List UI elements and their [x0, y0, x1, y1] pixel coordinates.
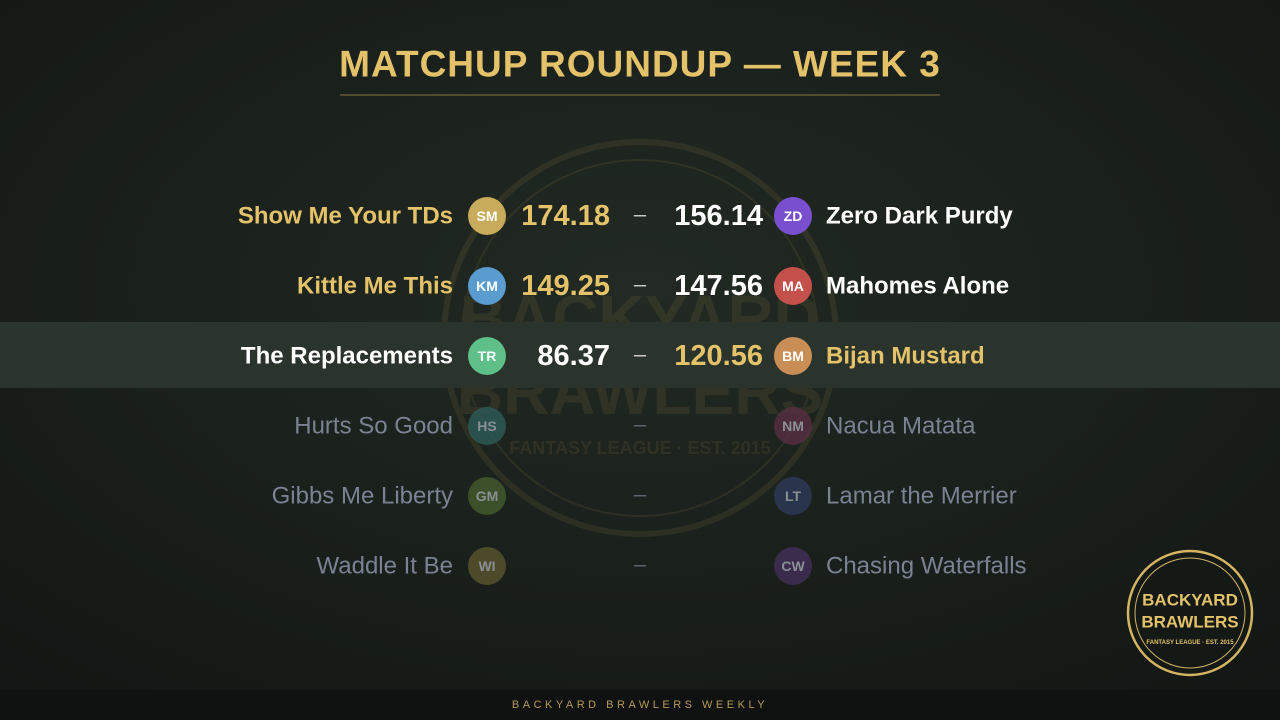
score-separator: –	[634, 342, 647, 367]
matchup-row: Gibbs Me Liberty GM Lamar the Merrier LT –	[272, 477, 1017, 515]
team-initials: MA	[782, 278, 804, 294]
team-name: Gibbs Me Liberty	[272, 483, 453, 510]
team-initials: ZD	[784, 208, 803, 224]
team-avatar	[468, 197, 506, 235]
matchup-row: Show Me Your TDs SM 174.18 Zero Dark Purdy Z…	[238, 197, 1013, 235]
team-initials: KM	[476, 278, 498, 294]
team-score: 149.25	[521, 270, 610, 302]
team-name: Waddle It Be	[316, 553, 453, 580]
team-avatar	[468, 547, 506, 585]
team-name: Nacua Matata	[826, 413, 976, 440]
score-separator: –	[634, 202, 647, 227]
team-avatar	[774, 477, 812, 515]
team-score: 174.18	[521, 200, 610, 232]
team-name: The Replacements	[241, 343, 453, 370]
team-initials: TR	[478, 348, 497, 364]
team-avatar	[468, 407, 506, 445]
team-initials: BM	[782, 348, 804, 364]
team-avatar	[468, 337, 506, 375]
score-separator: –	[634, 412, 647, 437]
team-avatar	[774, 547, 812, 585]
team-avatar	[774, 337, 812, 375]
logo-text: BACKYARD	[1142, 591, 1238, 610]
logo-ring	[1134, 557, 1246, 669]
team-name: Lamar the Merrier	[826, 483, 1017, 510]
logo-ring	[1126, 549, 1254, 677]
team-name: Show Me Your TDs	[238, 203, 453, 230]
team-name: Bijan Mustard	[826, 343, 985, 370]
matchup-row: The Replacements TR 86.37 Bijan Mustard BM 12…	[0, 322, 1280, 388]
team-avatar	[468, 267, 506, 305]
team-score: 147.56	[674, 270, 763, 302]
matchup-row: Waddle It Be WI Chasing Waterfalls CW –	[316, 547, 1027, 585]
footer-bar	[0, 690, 1280, 720]
team-name: Mahomes Alone	[826, 273, 1009, 300]
team-avatar	[774, 267, 812, 305]
team-initials: HS	[477, 418, 496, 434]
score-separator: –	[634, 482, 647, 507]
team-initials: NM	[782, 418, 804, 434]
matchups: Show Me Your TDs SM 174.18 Zero Dark Purdy Z…	[0, 197, 1280, 585]
team-avatar	[774, 407, 812, 445]
logo: BACKYARD BRAWLERS FANTASY LEAGUE · EST. …	[1126, 549, 1254, 677]
score-separator: –	[634, 272, 647, 297]
team-score: 156.14	[674, 200, 763, 232]
team-initials: SM	[477, 208, 498, 224]
team-initials: WI	[478, 558, 495, 574]
team-name: Kittle Me This	[297, 273, 453, 300]
logo-tagline: FANTASY LEAGUE · EST. 2015	[1146, 640, 1234, 646]
team-score: 120.56	[674, 340, 763, 372]
team-avatar	[468, 477, 506, 515]
team-initials: GM	[476, 488, 499, 504]
matchup-row: Hurts So Good HS Nacua Matata NM –	[294, 407, 976, 445]
logo-text: BRAWLERS	[1141, 613, 1238, 632]
team-name: Zero Dark Purdy	[826, 203, 1013, 230]
team-avatar	[774, 197, 812, 235]
watermark-tagline: FANTASY LEAGUE · EST. 2015	[509, 438, 770, 458]
team-score: 86.37	[537, 340, 610, 372]
matchup-row: Kittle Me This KM 149.25 Mahomes Alone MA 147…	[297, 267, 1009, 305]
score-separator: –	[634, 552, 647, 577]
title: MATCHUP ROUNDUP — WEEK 3	[339, 44, 941, 85]
footer-text: BACKYARD BRAWLERS WEEKLY	[512, 699, 768, 711]
row-highlight	[0, 322, 1280, 388]
team-initials: CW	[781, 558, 805, 574]
team-name: Chasing Waterfalls	[826, 553, 1027, 580]
team-name: Hurts So Good	[294, 413, 453, 440]
team-initials: LT	[785, 488, 802, 504]
